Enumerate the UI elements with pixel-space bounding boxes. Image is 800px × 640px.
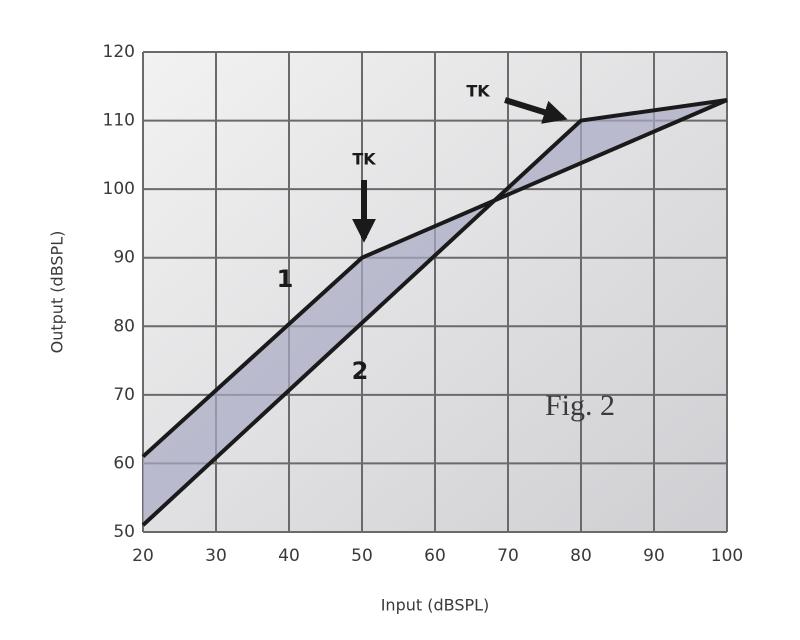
x-tick-label: 20	[132, 546, 154, 566]
figure-label: Fig. 2	[545, 389, 615, 422]
series-label: 1	[277, 265, 294, 293]
annotation: TK	[466, 82, 490, 101]
data-line	[141, 98, 728, 527]
x-axis-label: Input (dBSPL)	[381, 596, 490, 615]
y-tick-label: 90	[113, 248, 135, 268]
y-tick-label: 100	[103, 179, 135, 199]
y-axis-label: Output (dBSPL)	[48, 231, 67, 354]
data-line	[141, 98, 728, 459]
x-tick-label: 70	[497, 546, 519, 566]
y-tick-label: 60	[113, 453, 135, 473]
arrow	[504, 97, 568, 124]
x-tick-label: 60	[424, 546, 446, 566]
y-tick-label: 110	[103, 111, 135, 131]
x-tick-label: 80	[570, 546, 592, 566]
y-tick-label: 120	[103, 42, 135, 62]
annotation: TK	[352, 150, 376, 169]
y-tick-label: 50	[113, 522, 135, 542]
x-tick-label: 90	[643, 546, 665, 566]
y-tick-label: 80	[113, 316, 135, 336]
y-tick-label: 70	[113, 385, 135, 405]
x-tick-label: 40	[278, 546, 300, 566]
x-tick-label: 30	[205, 546, 227, 566]
x-tick-label: 100	[711, 546, 743, 566]
series-label: 2	[352, 357, 369, 385]
x-tick-label: 50	[351, 546, 373, 566]
